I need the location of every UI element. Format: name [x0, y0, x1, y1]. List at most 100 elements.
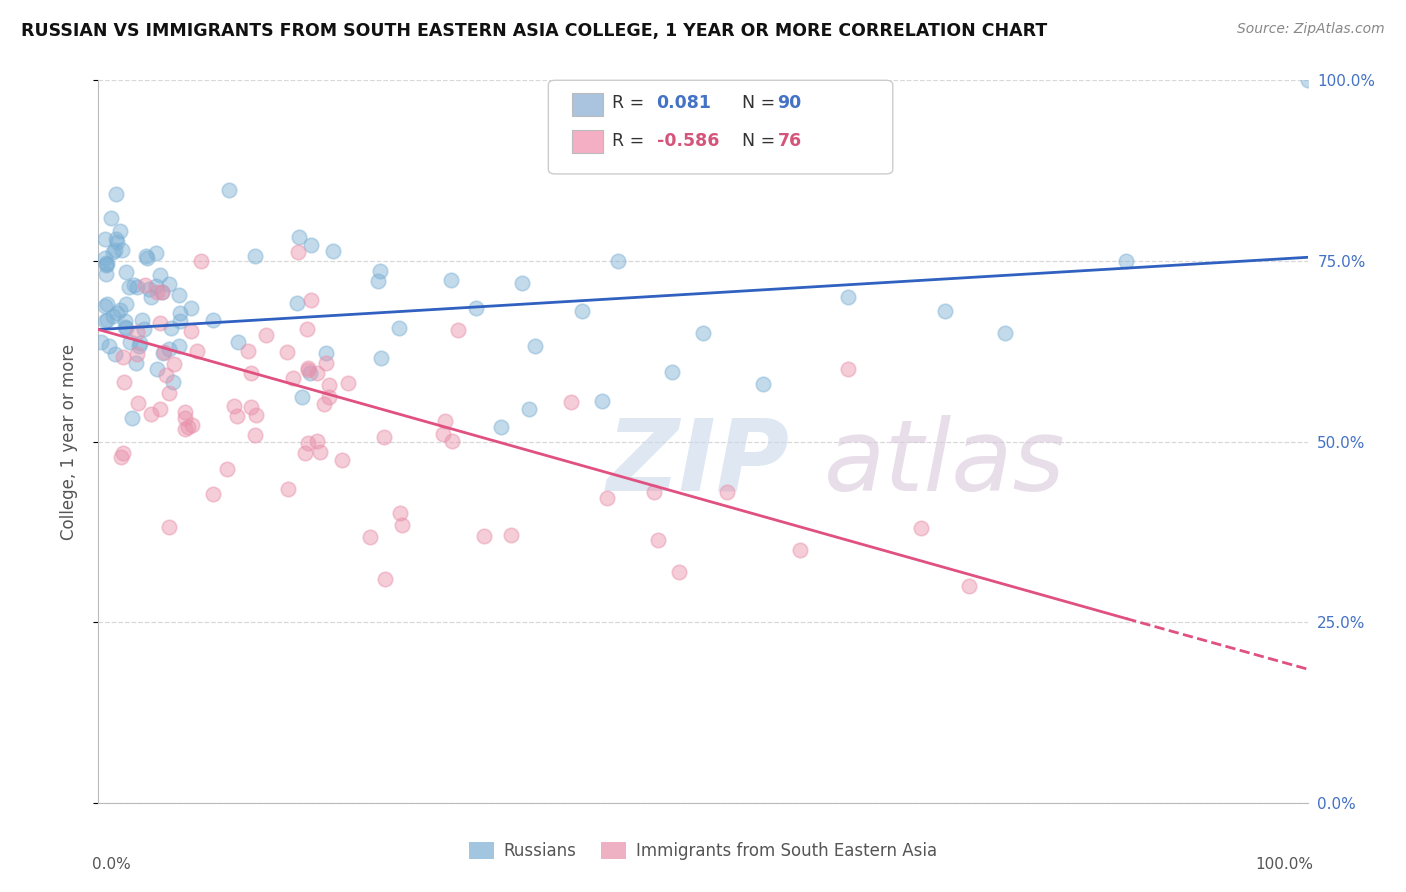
Point	[281, 370, 304, 384]
Point	[523, 339, 546, 353]
Point	[96, 257, 118, 271]
Point	[433, 413, 456, 427]
Point	[367, 274, 389, 288]
Point	[98, 339, 121, 353]
Point	[370, 351, 392, 366]
Point	[837, 290, 859, 304]
Text: RUSSIAN VS IMMIGRANTS FROM SOUTH EASTERN ASIA COLLEGE, 1 YEAR OR MORE CORRELATIO: RUSSIAN VS IMMIGRANTS FROM SOUTH EASTERN…	[21, 22, 1047, 40]
Point	[440, 273, 463, 287]
Legend: Russians, Immigrants from South Eastern Asia: Russians, Immigrants from South Eastern …	[461, 835, 945, 867]
Point	[837, 362, 859, 376]
Point	[643, 484, 665, 499]
Point	[149, 316, 172, 330]
Point	[910, 521, 932, 535]
Point	[668, 565, 690, 579]
Point	[519, 401, 541, 416]
Point	[1115, 253, 1137, 268]
Point	[994, 326, 1017, 340]
Point	[135, 252, 157, 266]
Point	[315, 356, 337, 370]
Point	[245, 427, 267, 442]
Point	[315, 345, 337, 359]
Point	[446, 323, 468, 337]
Point	[132, 322, 155, 336]
Point	[112, 375, 135, 389]
Point	[105, 235, 128, 249]
Point	[240, 366, 263, 380]
Point	[180, 325, 202, 339]
Point	[101, 309, 124, 323]
Point	[129, 336, 152, 351]
Point	[157, 386, 180, 401]
Point	[560, 394, 582, 409]
Point	[299, 237, 322, 252]
Point	[94, 232, 117, 246]
Point	[305, 434, 328, 449]
Point	[330, 452, 353, 467]
Text: 0.081: 0.081	[657, 95, 711, 112]
Text: ZIP: ZIP	[606, 415, 789, 512]
Text: 90: 90	[778, 95, 801, 112]
Point	[297, 436, 319, 450]
Point	[100, 211, 122, 225]
Point	[104, 243, 127, 257]
Point	[224, 399, 246, 413]
Point	[111, 243, 134, 257]
Point	[228, 334, 250, 349]
Point	[254, 328, 277, 343]
Point	[163, 357, 186, 371]
Point	[285, 296, 308, 310]
Point	[94, 251, 117, 265]
Point	[104, 187, 127, 202]
Point	[596, 491, 619, 506]
Point	[90, 335, 112, 350]
Point	[157, 277, 180, 292]
Point	[305, 366, 328, 380]
Point	[112, 446, 135, 460]
Point	[218, 183, 240, 197]
Point	[115, 297, 138, 311]
Point	[215, 462, 238, 476]
Point	[177, 420, 200, 434]
Point	[157, 520, 180, 534]
Point	[934, 304, 956, 318]
Point	[359, 530, 381, 544]
Point	[128, 339, 150, 353]
Point	[118, 334, 141, 349]
Point	[374, 573, 396, 587]
Point	[94, 300, 117, 314]
Text: R =: R =	[612, 95, 655, 112]
Point	[373, 429, 395, 443]
Point	[96, 313, 118, 327]
Y-axis label: College, 1 year or more: College, 1 year or more	[59, 343, 77, 540]
Point	[440, 434, 463, 448]
Point	[308, 444, 330, 458]
Point	[391, 517, 413, 532]
Point	[125, 280, 148, 294]
Point	[752, 376, 775, 391]
Point	[647, 533, 669, 547]
Point	[607, 253, 630, 268]
Point	[190, 253, 212, 268]
Point	[169, 314, 191, 328]
Point	[159, 321, 181, 335]
Text: -0.586: -0.586	[657, 132, 718, 150]
Point	[312, 397, 335, 411]
Point	[661, 365, 683, 379]
Point	[202, 313, 225, 327]
Point	[157, 342, 180, 356]
Point	[180, 301, 202, 315]
Point	[464, 301, 486, 315]
Point	[162, 375, 184, 389]
Point	[94, 256, 117, 270]
Point	[139, 290, 162, 304]
Point	[291, 391, 314, 405]
Point	[368, 264, 391, 278]
Point	[148, 268, 170, 283]
Point	[118, 280, 141, 294]
Point	[236, 344, 259, 359]
Point	[318, 390, 340, 404]
Point	[101, 244, 124, 259]
Point	[94, 314, 117, 328]
Text: N =: N =	[731, 95, 780, 112]
